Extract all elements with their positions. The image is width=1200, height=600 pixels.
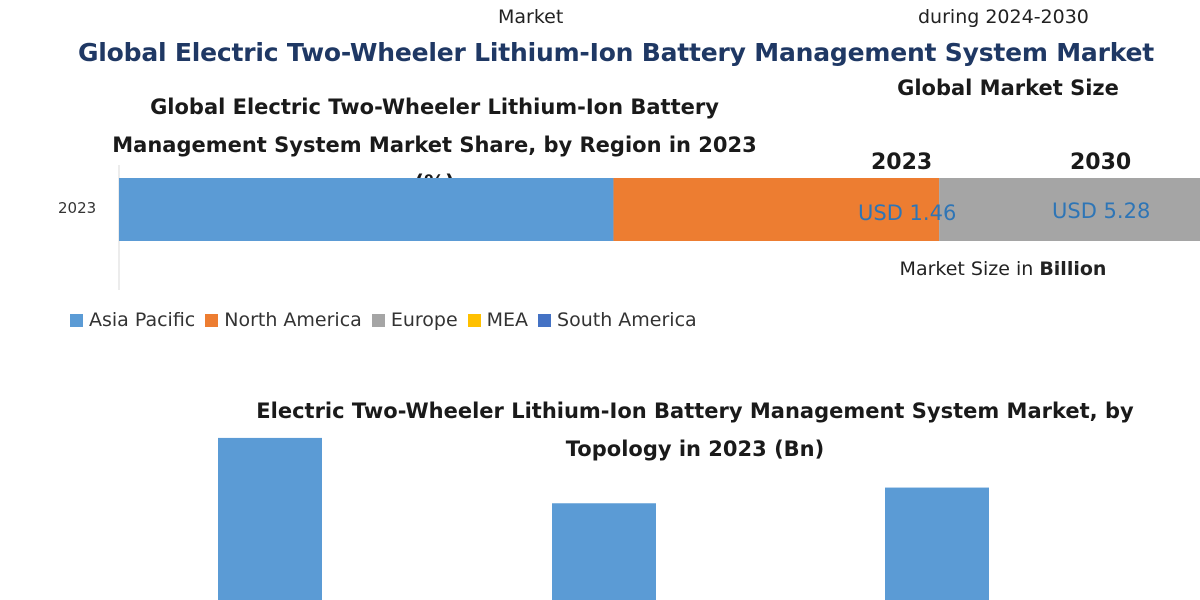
region-bar-segment-north-america: [613, 178, 940, 241]
legend-label: Asia Pacific: [89, 309, 196, 331]
legend-item-mea: MEA: [467, 309, 529, 331]
legend-swatch: [205, 313, 219, 327]
legend-swatch: [538, 313, 552, 327]
header-clipped-right: during 2024-2030: [918, 6, 1089, 28]
market-size-2023-value: USD 1.46: [858, 201, 957, 225]
year-2030-label: 2030: [1070, 150, 1132, 175]
legend-item-asia-pacific: Asia Pacific: [70, 309, 195, 331]
region-bar-segment-asia-pacific: [119, 178, 614, 241]
year-2023-label: 2023: [871, 150, 933, 175]
market-size-2030-value: USD 5.28: [1052, 199, 1151, 223]
topology-bar: [885, 487, 989, 600]
legend-swatch: [70, 313, 83, 327]
unit-note-prefix: Market Size in: [899, 258, 1040, 280]
legend-swatch: [467, 313, 481, 327]
legend-item-south-america: South America: [538, 309, 697, 331]
legend-label: MEA: [486, 309, 529, 331]
region-category-label: 2023: [58, 199, 97, 217]
header-clipped-left: Market: [498, 6, 564, 28]
topology-bar: [552, 503, 656, 600]
legend-label: North America: [224, 309, 362, 331]
unit-note-bold: Billion: [1039, 258, 1107, 280]
market-size-unit-note: Market Size in Billion: [848, 258, 1158, 280]
page-title: Global Electric Two-Wheeler Lithium-Ion …: [77, 38, 1154, 67]
topology-bar: [218, 437, 322, 600]
legend-label: South America: [557, 309, 697, 331]
legend-item-north-america: North America: [205, 309, 362, 331]
legend-item-europe: Europe: [371, 309, 458, 331]
region-legend: Asia Pacific North America Europe MEA So…: [70, 306, 707, 334]
legend-label: Europe: [390, 309, 458, 331]
region-bar-segment-europe: [939, 178, 1200, 241]
market-size-title: Global Market Size: [897, 76, 1119, 100]
legend-swatch: [371, 313, 385, 327]
topology-chart-title: Electric Two-Wheeler Lithium-Ion Battery…: [256, 399, 1134, 461]
